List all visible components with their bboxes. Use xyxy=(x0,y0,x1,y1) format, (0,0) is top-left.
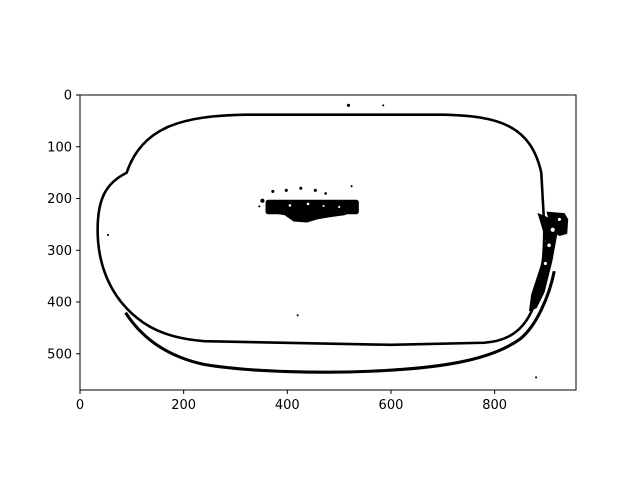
y-tick-label: 200 xyxy=(47,192,72,207)
x-axis: 0 200 400 600 800 xyxy=(76,390,507,413)
x-tick-label: 200 xyxy=(171,398,196,413)
y-axis: 0 100 200 300 400 500 xyxy=(47,89,80,362)
y-tick-label: 0 xyxy=(64,89,72,104)
x-tick-label: 800 xyxy=(482,398,507,413)
y-tick-label: 100 xyxy=(47,140,72,155)
x-tick-label: 600 xyxy=(379,398,404,413)
image-outline-lower-lip xyxy=(124,270,556,374)
y-tick-label: 300 xyxy=(47,244,72,259)
image-outline-main xyxy=(96,113,546,347)
axes-frame xyxy=(79,94,577,391)
y-tick-label: 500 xyxy=(47,347,72,362)
x-tick-label: 0 xyxy=(76,398,84,413)
image-center-blob xyxy=(265,199,359,215)
x-tick-label: 400 xyxy=(275,398,300,413)
image-content xyxy=(96,103,569,379)
y-tick-label: 400 xyxy=(47,296,72,311)
